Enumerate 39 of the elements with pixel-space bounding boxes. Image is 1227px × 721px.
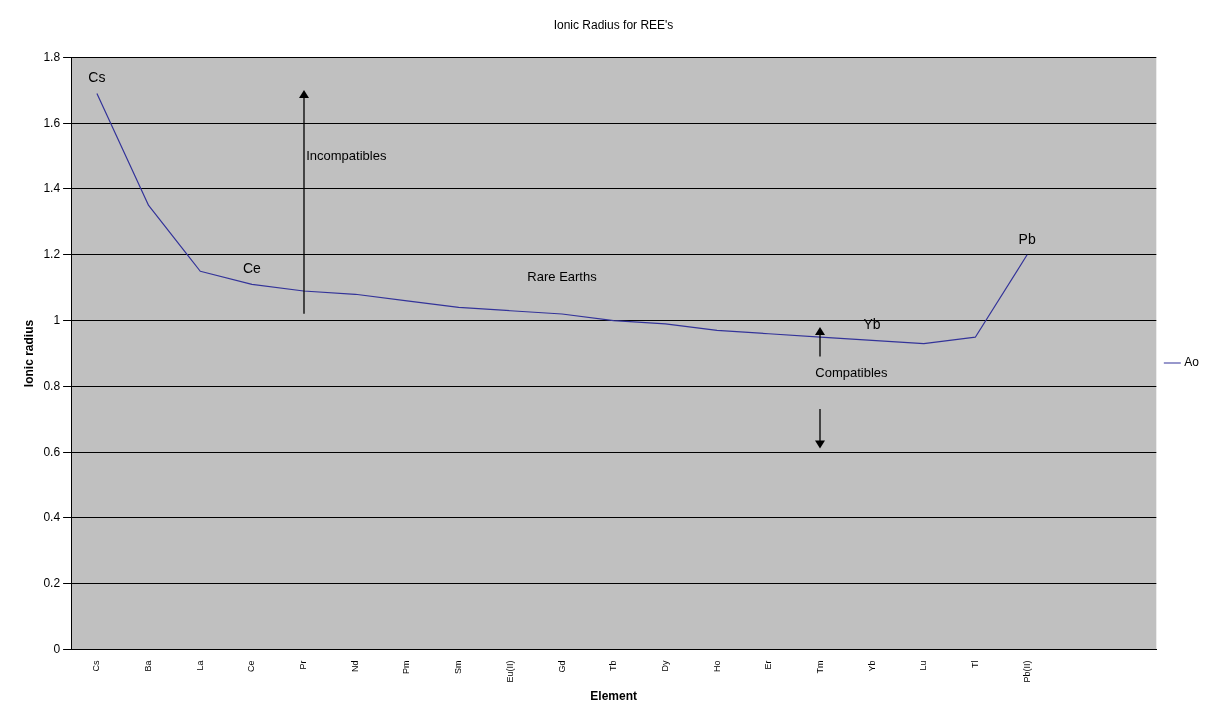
legend-label: Ao (1184, 355, 1200, 370)
x-tick-label: Ho (711, 660, 722, 673)
y-tick-label: 0.8 (43, 378, 61, 393)
x-tick-label: Tb (608, 660, 619, 672)
x-tick-label: Tl (969, 660, 980, 669)
x-tick-label: Pm (401, 660, 412, 675)
annotation: Compatibles (815, 364, 889, 380)
annotation: Cs (88, 69, 106, 86)
x-tick-label: Yb (866, 660, 877, 672)
y-tick-label: 1.4 (43, 181, 61, 196)
x-tick-label: La (194, 660, 205, 671)
x-tick-label: Cs (91, 660, 102, 672)
chart-title: Ionic Radius for REE's (553, 17, 674, 32)
y-tick-label: 0.6 (43, 444, 61, 459)
y-axis-title: Ionic radius (21, 319, 36, 388)
x-axis-title: Element (590, 689, 638, 704)
y-tick-label: 0 (53, 641, 61, 656)
y-tick-label: 0.4 (43, 510, 61, 525)
x-tick-label: Pb(II) (1021, 660, 1032, 683)
x-tick-label: Sm (453, 660, 464, 675)
y-tick-label: 1 (53, 312, 61, 327)
y-tick-label: 0.2 (43, 576, 61, 591)
x-tick-label: Lu (918, 660, 929, 671)
annotation: Ce (243, 260, 262, 277)
x-tick-label: Nd (349, 660, 360, 673)
y-tick-label: 1.6 (43, 115, 61, 130)
annotation: Pb (1018, 230, 1036, 247)
annotation: Rare Earths (527, 269, 598, 285)
x-tick-label: Eu(II) (504, 660, 515, 683)
x-tick-label: Tm (814, 660, 825, 674)
x-tick-label: Er (763, 660, 774, 670)
y-tick-label: 1.8 (43, 49, 61, 64)
x-tick-label: Dy (659, 660, 670, 672)
annotation: Incompatibles (306, 147, 387, 163)
y-tick-label: 1.2 (43, 247, 61, 262)
x-tick-label: Pr (298, 660, 309, 670)
x-tick-label: Ba (143, 660, 154, 672)
x-tick-label: Ce (246, 660, 257, 673)
x-tick-label: Gd (556, 660, 567, 673)
